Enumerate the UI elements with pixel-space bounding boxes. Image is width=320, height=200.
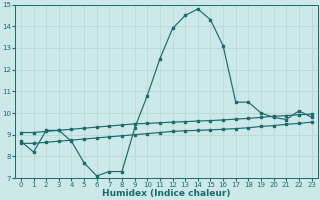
X-axis label: Humidex (Indice chaleur): Humidex (Indice chaleur) xyxy=(102,189,230,198)
